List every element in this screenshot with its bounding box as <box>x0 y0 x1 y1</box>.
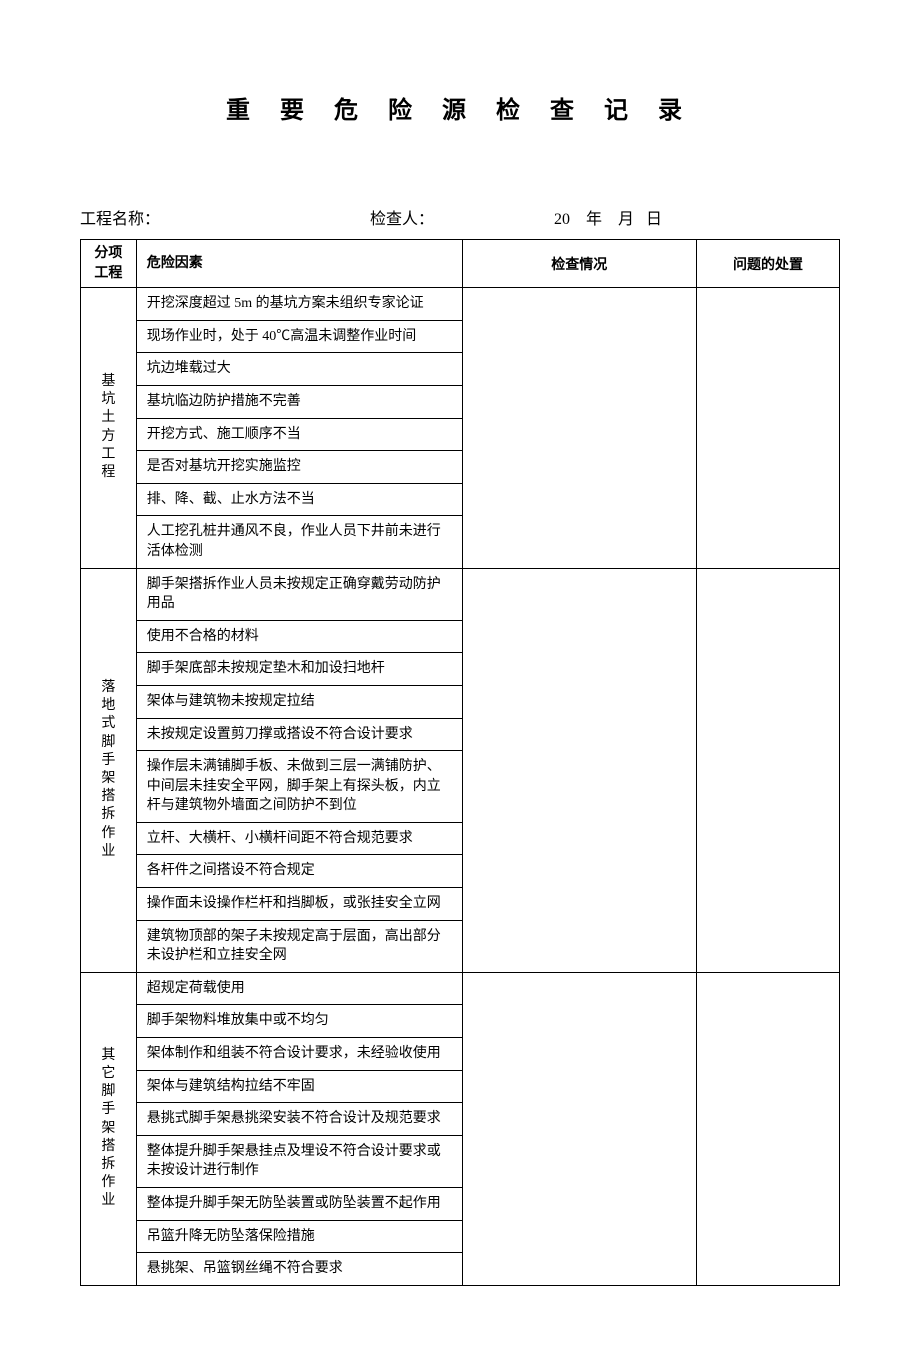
category-label: 落地式脚手架搭拆作业 <box>101 679 115 861</box>
hazard-cell: 整体提升脚手架无防坠装置或防坠装置不起作用 <box>136 1188 462 1221</box>
hazard-cell: 开挖深度超过 5m 的基坑方案未组织专家论证 <box>136 288 462 321</box>
hazard-cell: 立杆、大横杆、小横杆间距不符合规范要求 <box>136 822 462 855</box>
hazard-cell: 操作面未设操作栏杆和挡脚板，或张挂安全立网 <box>136 888 462 921</box>
hazard-cell: 人工挖孔桩井通风不良，作业人员下井前未进行活体检测 <box>136 516 462 568</box>
category-cell: 落地式脚手架搭拆作业 <box>81 568 137 972</box>
category-cell: 基坑土方工程 <box>81 288 137 568</box>
hazard-cell: 排、降、截、止水方法不当 <box>136 483 462 516</box>
project-name-label: 工程名称： <box>80 205 160 229</box>
hazard-cell: 各杆件之间搭设不符合规定 <box>136 855 462 888</box>
hazard-cell: 是否对基坑开挖实施监控 <box>136 451 462 484</box>
action-cell <box>696 972 839 1285</box>
hazard-cell: 架体与建筑物未按规定拉结 <box>136 685 462 718</box>
hazard-cell: 现场作业时，处于 40℃高温未调整作业时间 <box>136 320 462 353</box>
category-cell: 其它脚手架搭拆作业 <box>81 972 137 1285</box>
hazard-cell: 建筑物顶部的架子未按规定高于层面，高出部分未设护栏和立挂安全网 <box>136 920 462 972</box>
hazard-cell: 整体提升脚手架悬挂点及埋设不符合设计要求或未按设计进行制作 <box>136 1135 462 1187</box>
hazard-cell: 使用不合格的材料 <box>136 620 462 653</box>
hazard-cell: 超规定荷载使用 <box>136 972 462 1005</box>
check-cell <box>462 288 696 568</box>
hazard-cell: 吊篮升降无防坠落保险措施 <box>136 1220 462 1253</box>
action-cell <box>696 568 839 972</box>
hazard-cell: 基坑临边防护措施不完善 <box>136 385 462 418</box>
table-row: 落地式脚手架搭拆作业脚手架搭拆作业人员未按规定正确穿戴劳动防护用品 <box>81 568 840 620</box>
inspector-label: 检查人： <box>370 205 434 229</box>
col-header-check: 检查情况 <box>462 240 696 288</box>
date-template: 20 年 月 日 <box>554 205 662 229</box>
hazard-cell: 脚手架物料堆放集中或不均匀 <box>136 1005 462 1038</box>
hazard-cell: 架体制作和组装不符合设计要求，未经验收使用 <box>136 1038 462 1071</box>
table-row: 基坑土方工程开挖深度超过 5m 的基坑方案未组织专家论证 <box>81 288 840 321</box>
page-title: 重 要 危 险 源 检 查 记 录 <box>80 90 840 125</box>
col-header-hazard: 危险因素 <box>136 240 462 288</box>
col-header-category: 分项 工程 <box>81 240 137 288</box>
hazard-cell: 悬挑架、吊篮钢丝绳不符合要求 <box>136 1253 462 1286</box>
hazard-cell: 脚手架搭拆作业人员未按规定正确穿戴劳动防护用品 <box>136 568 462 620</box>
hazard-cell: 架体与建筑结构拉结不牢固 <box>136 1070 462 1103</box>
hazard-cell: 脚手架底部未按规定垫木和加设扫地杆 <box>136 653 462 686</box>
hazard-cell: 开挖方式、施工顺序不当 <box>136 418 462 451</box>
meta-row: 工程名称： 检查人： 20 年 月 日 <box>80 205 840 229</box>
check-cell <box>462 972 696 1285</box>
col-header-action: 问题的处置 <box>696 240 839 288</box>
inspection-table: 分项 工程 危险因素 检查情况 问题的处置 基坑土方工程开挖深度超过 5m 的基… <box>80 239 840 1286</box>
check-cell <box>462 568 696 972</box>
action-cell <box>696 288 839 568</box>
hazard-cell: 坑边堆载过大 <box>136 353 462 386</box>
hazard-cell: 未按规定设置剪刀撑或搭设不符合设计要求 <box>136 718 462 751</box>
table-row: 其它脚手架搭拆作业超规定荷载使用 <box>81 972 840 1005</box>
category-label: 基坑土方工程 <box>101 373 115 482</box>
category-label: 其它脚手架搭拆作业 <box>101 1047 115 1211</box>
hazard-cell: 悬挑式脚手架悬挑梁安装不符合设计及规范要求 <box>136 1103 462 1136</box>
hazard-cell: 操作层未满铺脚手板、未做到三层一满铺防护、中间层未挂安全平网，脚手架上有探头板，… <box>136 751 462 823</box>
